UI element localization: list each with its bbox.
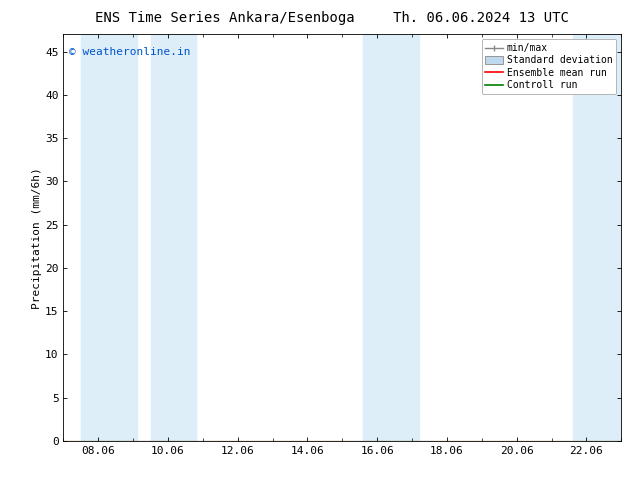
Text: ENS Time Series Ankara/Esenboga: ENS Time Series Ankara/Esenboga bbox=[95, 11, 355, 25]
Bar bbox=[81, 34, 137, 441]
Y-axis label: Precipitation (mm/6h): Precipitation (mm/6h) bbox=[32, 167, 42, 309]
Bar bbox=[363, 34, 419, 441]
Bar bbox=[150, 34, 196, 441]
Text: © weatheronline.in: © weatheronline.in bbox=[69, 47, 190, 56]
Bar bbox=[573, 34, 623, 441]
Text: Th. 06.06.2024 13 UTC: Th. 06.06.2024 13 UTC bbox=[393, 11, 569, 25]
Legend: min/max, Standard deviation, Ensemble mean run, Controll run: min/max, Standard deviation, Ensemble me… bbox=[482, 39, 616, 94]
